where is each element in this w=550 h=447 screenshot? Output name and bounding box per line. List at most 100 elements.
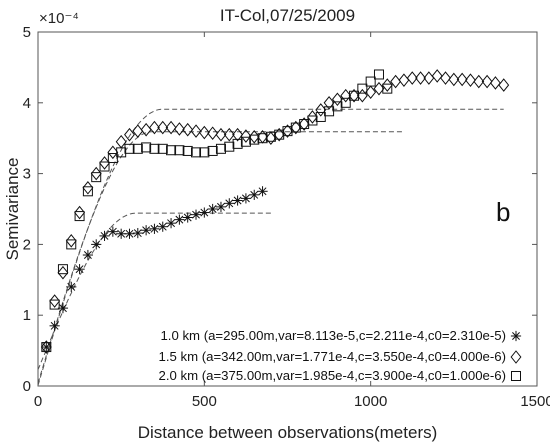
point-1-5km [82, 180, 94, 195]
point-2km [340, 97, 351, 108]
point-1km [249, 189, 260, 200]
point-2km [157, 143, 168, 154]
legend-label-2km: 2.0 km (a=375.00m,var=1.985e-4,c=3.900e-… [159, 368, 507, 383]
point-2km [74, 211, 85, 222]
point-2km [315, 111, 326, 122]
point-1-5km [373, 81, 385, 96]
chart-title: IT-Col,07/25/2009 [220, 6, 355, 25]
point-2km [199, 147, 210, 158]
point-2km [141, 142, 152, 153]
point-1-5km [190, 124, 202, 138]
point-2km [124, 143, 135, 154]
y-tick-label: 4 [23, 95, 31, 112]
y-axis-label: Semivariance [3, 158, 22, 261]
point-1-5km [57, 265, 69, 280]
y-tick-label: 5 [23, 24, 31, 41]
x-axis-label: Distance between observations(meters) [138, 423, 438, 442]
point-2km [249, 134, 260, 145]
point-1-5km [49, 294, 61, 308]
point-1km [132, 227, 143, 239]
panel-label: b [496, 197, 510, 227]
point-1km [91, 239, 102, 250]
point-1-5km [348, 88, 360, 103]
point-1km [66, 281, 77, 292]
point-1km [107, 226, 118, 237]
point-1-5km [265, 131, 277, 146]
point-1km [174, 214, 185, 225]
point-2km [299, 119, 310, 130]
point-2km [240, 136, 251, 147]
point-1-5km [323, 95, 335, 110]
point-2km [224, 141, 235, 152]
point-1-5km [223, 127, 235, 142]
point-1-5km [415, 71, 427, 85]
legend-label-1km: 1.0 km (a=295.00m,var=8.113e-5,c=2.211e-… [160, 328, 506, 343]
point-2km [66, 239, 77, 250]
point-1km [190, 209, 202, 220]
point-2km [149, 143, 160, 154]
point-1-5km [99, 156, 110, 170]
point-1-5km [398, 73, 410, 87]
point-1-5km [390, 74, 402, 89]
point-2km [91, 172, 102, 183]
plot-frame [37, 31, 538, 387]
point-2km [41, 342, 52, 353]
point-1km [182, 212, 193, 223]
point-1km [199, 207, 210, 218]
point-1-5km [381, 78, 393, 92]
point-1km [99, 230, 110, 242]
legend-label-1-5km: 1.5 km (a=342.00m,var=1.771e-4,c=3.550e-… [159, 349, 507, 364]
point-1-5km [90, 166, 102, 181]
point-2km [82, 186, 93, 197]
x-tick-label: 500 [192, 393, 217, 410]
legend: 1.0 km (a=295.00m,var=8.113e-5,c=2.211e-… [159, 328, 522, 383]
point-1-5km [473, 74, 485, 89]
point-1-5km [198, 125, 210, 140]
legend-markers [510, 330, 522, 381]
point-1-5km [406, 71, 418, 85]
y-tick-label: 2 [23, 236, 31, 253]
x-tick-label: 0 [34, 393, 42, 410]
model-curve-1km [37, 212, 271, 370]
point-1km [41, 341, 52, 353]
model-curve-1-5km [37, 131, 404, 384]
point-1-5km [215, 127, 227, 142]
point-1-5km [157, 120, 169, 135]
point-1-5km [232, 127, 244, 142]
point-2km [332, 101, 343, 112]
point-2km [357, 83, 368, 94]
point-1km [74, 264, 85, 275]
point-1-5km [365, 85, 377, 99]
point-1km [141, 225, 152, 236]
point-1-5km [440, 71, 451, 85]
point-2km [57, 264, 68, 275]
point-2km [290, 122, 301, 133]
point-1-5km [448, 72, 460, 87]
model-curves [37, 108, 504, 386]
point-1-5km [173, 122, 185, 136]
point-1km [82, 249, 93, 261]
point-2km [191, 147, 202, 158]
point-1km [157, 221, 168, 232]
point-1-5km [431, 69, 443, 83]
point-1km [240, 193, 252, 204]
model-curve-2km [37, 108, 504, 386]
point-1-5km [315, 103, 327, 117]
axis-ticks: 0 500 1000 1500 0 1 2 3 4 5 [23, 24, 550, 410]
point-1-5km [165, 120, 177, 135]
point-2km [182, 145, 193, 156]
point-1km [124, 228, 135, 239]
y-tick-label: 0 [23, 378, 31, 395]
point-1-5km [132, 124, 144, 138]
point-1-5km [273, 127, 285, 142]
point-2km [382, 83, 393, 94]
point-1km [149, 223, 160, 234]
point-2km [349, 90, 360, 101]
point-1-5km [489, 76, 501, 90]
point-2km [132, 143, 143, 154]
point-1km [49, 320, 60, 331]
point-1-5km [65, 234, 77, 248]
point-1-5km [107, 145, 119, 160]
point-1-5km [182, 122, 194, 137]
